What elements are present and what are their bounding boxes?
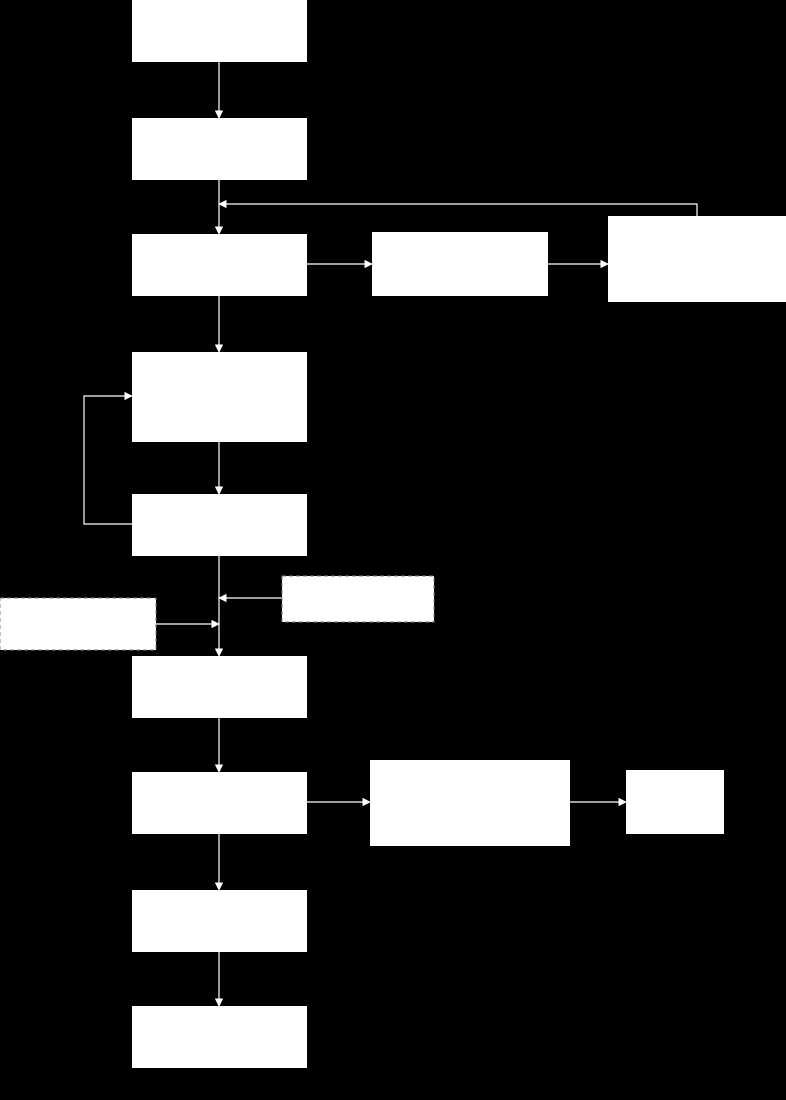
flow-node-n2 <box>132 118 307 180</box>
flow-node-n8 <box>132 890 307 952</box>
flow-node-n7c <box>626 770 724 834</box>
flow-edge-n5-n4-loop <box>84 396 132 524</box>
flow-node-d2 <box>282 576 434 622</box>
flow-node-n7 <box>132 772 307 834</box>
flow-node-d1 <box>0 598 156 650</box>
flow-node-n1 <box>132 0 307 62</box>
flow-node-n6 <box>132 656 307 718</box>
flow-node-n7b <box>370 760 570 846</box>
flow-node-n4 <box>132 352 307 442</box>
flow-node-n3c <box>608 216 786 302</box>
flow-edge-n3c-n3-top <box>219 204 697 216</box>
flow-node-n5 <box>132 494 307 556</box>
flow-node-n9 <box>132 1006 307 1068</box>
flow-node-n3b <box>372 232 548 296</box>
flowchart-canvas <box>0 0 786 1100</box>
flow-node-n3 <box>132 234 307 296</box>
